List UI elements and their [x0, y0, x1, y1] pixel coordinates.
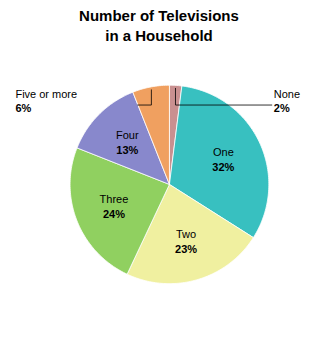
svg-text:Four: Four: [116, 129, 139, 141]
svg-text:23%: 23%: [175, 243, 197, 255]
svg-text:32%: 32%: [212, 161, 234, 173]
svg-text:13%: 13%: [116, 144, 138, 156]
svg-text:24%: 24%: [103, 208, 125, 220]
svg-text:2%: 2%: [274, 102, 290, 114]
svg-text:One: One: [213, 146, 234, 158]
svg-text:None: None: [274, 88, 300, 100]
svg-text:Five or more: Five or more: [15, 88, 77, 100]
html-text:Number of Televisions in a Hou: Number of Televisions in a Household: [79, 7, 239, 44]
svg-text:Three: Three: [100, 193, 129, 205]
svg-text:Two: Two: [176, 228, 196, 240]
svg-text:6%: 6%: [15, 102, 31, 114]
